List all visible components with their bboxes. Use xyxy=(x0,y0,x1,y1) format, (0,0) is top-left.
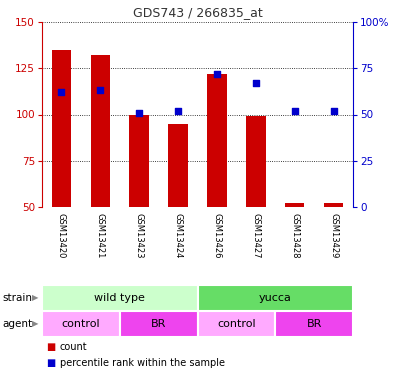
Point xyxy=(330,108,337,114)
Text: ▶: ▶ xyxy=(32,320,38,328)
Bar xyxy=(285,203,305,207)
Text: GSM13428: GSM13428 xyxy=(290,213,299,259)
Text: control: control xyxy=(62,319,100,329)
Text: agent: agent xyxy=(2,319,32,329)
Text: GSM13426: GSM13426 xyxy=(213,213,222,259)
Bar xyxy=(324,203,343,207)
Text: control: control xyxy=(217,319,256,329)
Text: BR: BR xyxy=(307,319,322,329)
Point xyxy=(58,89,65,95)
Point xyxy=(175,108,181,114)
Text: wild type: wild type xyxy=(94,293,145,303)
Point xyxy=(253,80,259,86)
Point xyxy=(136,110,142,116)
Bar xyxy=(42,285,198,311)
Bar xyxy=(198,285,353,311)
Text: ■: ■ xyxy=(46,358,55,368)
Text: percentile rank within the sample: percentile rank within the sample xyxy=(60,358,225,368)
Text: strain: strain xyxy=(2,293,32,303)
Text: GSM13423: GSM13423 xyxy=(135,213,144,259)
Point xyxy=(97,87,103,93)
Text: GSM13420: GSM13420 xyxy=(57,213,66,259)
Text: ■: ■ xyxy=(46,342,55,352)
Bar xyxy=(52,50,71,207)
Bar xyxy=(198,311,275,337)
Text: yucca: yucca xyxy=(259,293,292,303)
Bar xyxy=(246,116,265,207)
Bar xyxy=(42,311,120,337)
Bar xyxy=(168,124,188,207)
Point xyxy=(214,71,220,77)
Bar xyxy=(275,311,353,337)
Text: GSM13424: GSM13424 xyxy=(173,213,182,259)
Text: GSM13421: GSM13421 xyxy=(96,213,105,259)
Title: GDS743 / 266835_at: GDS743 / 266835_at xyxy=(133,6,262,20)
Text: GSM13427: GSM13427 xyxy=(251,213,260,259)
Text: ▶: ▶ xyxy=(32,294,38,303)
Bar xyxy=(207,74,227,207)
Bar xyxy=(130,114,149,207)
Bar xyxy=(90,55,110,207)
Text: count: count xyxy=(60,342,87,352)
Text: BR: BR xyxy=(151,319,166,329)
Text: GSM13429: GSM13429 xyxy=(329,213,338,259)
Bar xyxy=(120,311,198,337)
Point xyxy=(292,108,298,114)
